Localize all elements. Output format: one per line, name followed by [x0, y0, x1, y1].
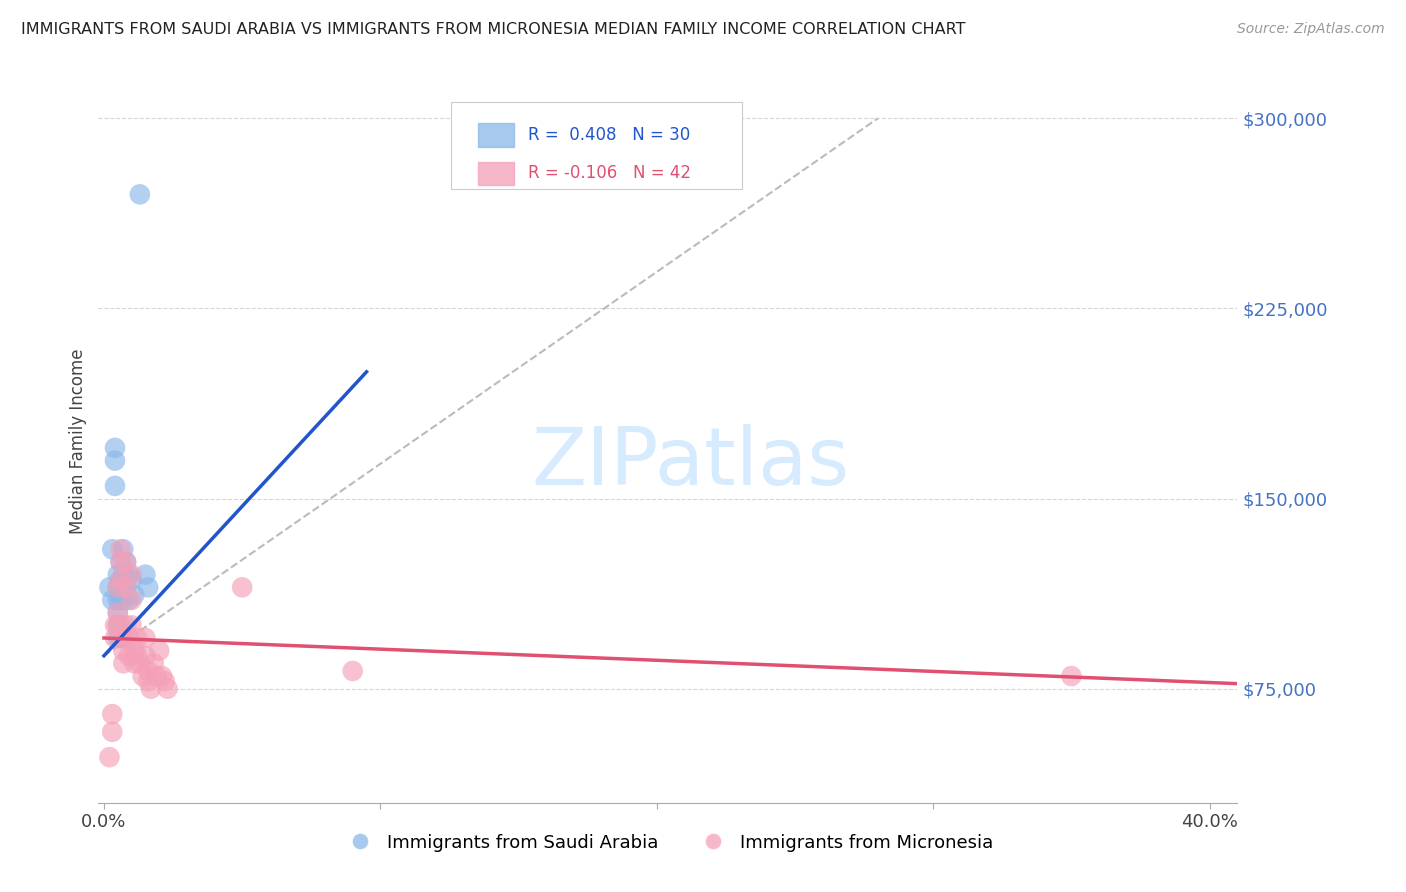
Bar: [478, 123, 515, 146]
Point: [104, 479, 127, 493]
Point: [112, 631, 135, 645]
Point: [101, 707, 124, 722]
Legend: Immigrants from Saudi Arabia, Immigrants from Micronesia: Immigrants from Saudi Arabia, Immigrants…: [335, 826, 1001, 859]
Point: [134, 567, 156, 582]
Point: [142, 657, 165, 671]
Point: [104, 631, 127, 645]
Point: [112, 631, 135, 645]
Point: [112, 657, 135, 671]
FancyBboxPatch shape: [451, 102, 742, 189]
Point: [136, 580, 159, 594]
Point: [134, 631, 156, 645]
Point: [148, 643, 170, 657]
Point: [98, 580, 121, 594]
Point: [121, 567, 143, 582]
Point: [98, 750, 121, 764]
Point: [150, 669, 173, 683]
Point: [115, 555, 138, 569]
Point: [131, 669, 153, 683]
Point: [342, 664, 364, 678]
Point: [128, 187, 150, 202]
Point: [128, 657, 150, 671]
Point: [134, 648, 156, 663]
Text: R = -0.106   N = 42: R = -0.106 N = 42: [527, 164, 690, 182]
Point: [1060, 669, 1083, 683]
Point: [112, 542, 135, 557]
Point: [112, 567, 135, 582]
Point: [139, 681, 162, 696]
Point: [115, 555, 138, 569]
Point: [121, 573, 143, 587]
Point: [145, 669, 167, 683]
Point: [118, 631, 141, 645]
Point: [101, 542, 124, 557]
Point: [101, 593, 124, 607]
Point: [231, 580, 253, 594]
Text: R =  0.408   N = 30: R = 0.408 N = 30: [527, 126, 690, 144]
Point: [110, 593, 132, 607]
Text: ZIPatlas: ZIPatlas: [531, 425, 849, 502]
Point: [112, 593, 135, 607]
Point: [107, 606, 129, 620]
Point: [107, 618, 129, 632]
Point: [110, 573, 132, 587]
Point: [107, 593, 129, 607]
Point: [104, 441, 127, 455]
Point: [124, 588, 146, 602]
Point: [107, 618, 129, 632]
Point: [118, 593, 141, 607]
Point: [127, 631, 149, 645]
Point: [104, 453, 127, 467]
Point: [107, 631, 129, 645]
Point: [110, 618, 132, 632]
Point: [112, 643, 135, 657]
Point: [110, 555, 132, 569]
Y-axis label: Median Family Income: Median Family Income: [69, 349, 87, 534]
Point: [121, 618, 143, 632]
Point: [127, 648, 149, 663]
Point: [110, 555, 132, 569]
Point: [107, 567, 129, 582]
Point: [121, 593, 143, 607]
Point: [136, 664, 159, 678]
Point: [110, 573, 132, 587]
Point: [153, 674, 176, 689]
Point: [156, 681, 179, 696]
Point: [124, 643, 146, 657]
Point: [110, 631, 132, 645]
Point: [110, 542, 132, 557]
Text: IMMIGRANTS FROM SAUDI ARABIA VS IMMIGRANTS FROM MICRONESIA MEDIAN FAMILY INCOME : IMMIGRANTS FROM SAUDI ARABIA VS IMMIGRAN…: [21, 22, 966, 37]
Point: [104, 618, 127, 632]
Bar: [478, 161, 515, 185]
Point: [115, 580, 138, 594]
Point: [101, 724, 124, 739]
Point: [115, 618, 138, 632]
Text: Source: ZipAtlas.com: Source: ZipAtlas.com: [1237, 22, 1385, 37]
Point: [118, 567, 141, 582]
Point: [136, 674, 159, 689]
Point: [107, 580, 129, 594]
Point: [107, 580, 129, 594]
Point: [124, 657, 146, 671]
Point: [118, 648, 141, 663]
Point: [107, 606, 129, 620]
Point: [115, 580, 138, 594]
